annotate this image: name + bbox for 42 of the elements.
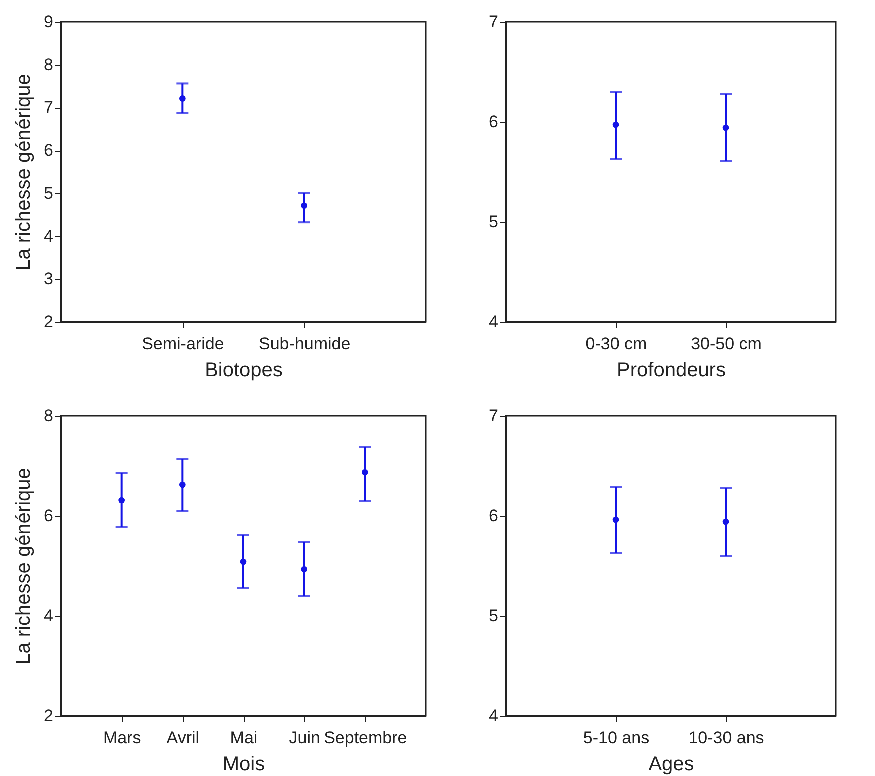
x-tick-label: Mai (230, 728, 258, 748)
y-axis-title: La richesse générique (13, 468, 36, 665)
x-tick-label: Avril (166, 728, 200, 748)
y-tick-label: 4 (489, 706, 498, 726)
y-tick-label: 7 (489, 406, 498, 426)
y-tick-label: 9 (44, 12, 54, 32)
y-tick-label: 5 (44, 184, 54, 203)
x-tick-label: 0-30 cm (586, 334, 648, 354)
y-tick-label: 6 (489, 506, 498, 526)
x-tick-label: 30-50 cm (691, 334, 762, 354)
x-tick-label: Juin (289, 728, 320, 748)
x-tick-label: Sub-humide (258, 334, 351, 354)
point (240, 558, 247, 566)
point (118, 497, 125, 504)
y-tick-label: 5 (489, 212, 498, 232)
x-tick-label: Mars (103, 728, 142, 748)
y-tick-label: 5 (489, 606, 498, 626)
y-tick-label: 2 (44, 706, 54, 726)
point (301, 566, 308, 573)
y-tick-label: 3 (44, 270, 54, 289)
y-tick-label: 6 (44, 506, 54, 526)
y-tick-label: 7 (44, 98, 54, 118)
y-tick-label: 7 (489, 12, 498, 32)
point (180, 482, 186, 488)
x-axis-title: Mois (222, 754, 266, 776)
y-tick-label: 6 (489, 112, 498, 132)
x-tick-label: 5-10 ans (583, 728, 650, 748)
y-tick-label: 4 (489, 312, 498, 332)
x-axis-title: Profondeurs (617, 360, 726, 382)
x-tick-label: 10-30 ans (688, 728, 764, 748)
y-tick-label: 4 (44, 606, 54, 626)
x-axis-title: Biotopes (205, 360, 283, 382)
point (362, 469, 368, 476)
y-tick-label: 2 (44, 312, 54, 332)
x-tick-label: Semi-aride (142, 334, 224, 354)
y-tick-label: 8 (44, 406, 54, 426)
x-axis-title: Ages (648, 754, 694, 776)
y-tick-label: 6 (44, 141, 54, 160)
x-tick-label: Septembre (324, 728, 408, 748)
y-tick-label: 4 (44, 226, 54, 246)
y-tick-label: 8 (44, 55, 54, 74)
y-axis-title: La richesse générique (13, 74, 36, 271)
